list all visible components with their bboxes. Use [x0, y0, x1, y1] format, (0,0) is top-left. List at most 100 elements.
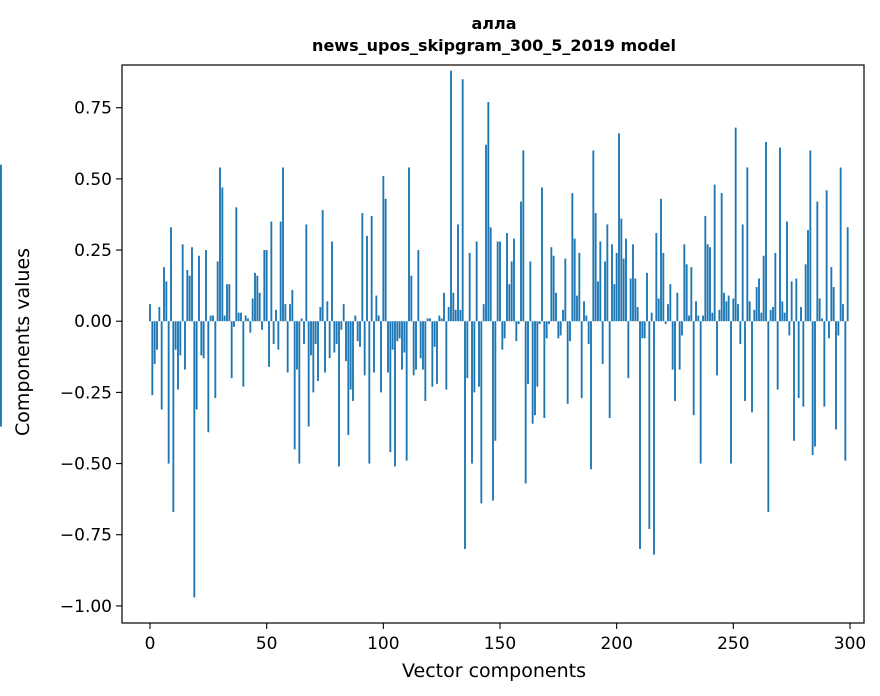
y-axis-ticks: −1.00 −0.75 −0.50 −0.25 0.00 0.25 0.50 0.75: [60, 99, 122, 617]
bar-240: [709, 247, 711, 322]
bar-108: [401, 321, 403, 370]
bar-118: [424, 321, 427, 401]
bar-233: [692, 321, 695, 416]
bar-157: [515, 321, 518, 342]
bar-294: [835, 321, 837, 430]
bar-246: [723, 292, 725, 322]
bar-8: [167, 321, 170, 464]
bar-274: [788, 321, 791, 336]
bar-271: [781, 301, 784, 322]
bar-116: [419, 321, 422, 359]
bar-126: [443, 292, 445, 322]
bar-195: [604, 261, 606, 322]
bar-286: [816, 201, 819, 322]
bar-120: [429, 318, 431, 322]
bar-261: [758, 278, 760, 322]
bar-66: [303, 321, 305, 344]
bar-209: [636, 306, 639, 322]
bar-7: [165, 281, 168, 322]
bar-219: [660, 198, 662, 322]
bar-188: [587, 321, 590, 344]
bar-98: [377, 315, 380, 322]
x-tick-label: 0: [145, 634, 156, 654]
bar-56: [279, 221, 282, 322]
bar-287: [818, 298, 821, 322]
bar-278: [797, 321, 800, 399]
bar-244: [718, 309, 721, 322]
bar-33: [226, 284, 228, 322]
bar-46: [256, 275, 259, 322]
bar-88: [354, 315, 357, 322]
bar-17: [188, 275, 191, 322]
bar-292: [830, 267, 833, 322]
bar-119: [426, 318, 429, 322]
bar-211: [641, 321, 644, 339]
bar-109: [403, 321, 406, 353]
bar-45: [254, 272, 256, 322]
bar-34: [228, 284, 231, 322]
bar-38: [237, 312, 240, 322]
bar-193: [599, 241, 602, 322]
bar-135: [464, 321, 466, 549]
bar-86: [349, 321, 352, 390]
y-tick-label: −0.50: [60, 455, 112, 475]
bar-203: [622, 258, 625, 322]
bar-229: [683, 244, 686, 322]
y-tick-label: −0.75: [60, 526, 112, 546]
bar-276: [793, 321, 795, 441]
bar-54: [275, 309, 277, 322]
y-tick-label: 0.25: [74, 241, 112, 261]
bar-166: [536, 321, 539, 387]
bar-285: [814, 321, 816, 447]
bar-228: [681, 321, 683, 336]
bar-104: [391, 321, 394, 350]
bar-42: [247, 318, 249, 322]
bar-65: [300, 318, 303, 322]
bar-18: [191, 247, 193, 322]
bar-190: [592, 150, 595, 322]
bar-184: [578, 252, 581, 322]
bar-167: [538, 321, 541, 325]
bar-241: [711, 312, 714, 322]
bar-164: [531, 321, 534, 424]
bar-142: [480, 321, 483, 504]
bar-273: [786, 221, 788, 322]
bar-150: [499, 241, 501, 322]
bar-14: [181, 244, 184, 322]
bar-181: [571, 193, 574, 322]
bar-160: [522, 150, 525, 322]
bar-13: [179, 321, 182, 356]
bar-94: [368, 321, 371, 464]
bar-152: [503, 321, 506, 339]
bar-64: [298, 321, 301, 464]
bar-4: [158, 306, 161, 322]
bar-80: [335, 321, 338, 344]
bar-171: [548, 321, 550, 325]
bar-101: [384, 198, 387, 322]
bar-250: [732, 298, 735, 322]
bar-26: [209, 315, 212, 322]
bar-undefined: [0, 321, 2, 427]
bar-1: [151, 321, 154, 396]
bar-129: [450, 70, 452, 322]
bar-262: [760, 312, 763, 322]
bar-253: [739, 321, 742, 344]
bar-110: [405, 321, 408, 461]
bar-83: [342, 304, 345, 322]
bar-74: [321, 210, 324, 322]
bar-295: [837, 321, 840, 336]
chart-subtitle: news_upos_skipgram_300_5_2019 model: [312, 36, 676, 55]
bar-156: [513, 238, 515, 322]
bar-298: [844, 321, 847, 461]
bar-15: [184, 321, 186, 370]
bar-128: [447, 306, 450, 322]
bar-279: [800, 306, 802, 322]
bar-243: [716, 321, 718, 376]
bars-group: [0, 70, 849, 598]
bar-78: [331, 241, 333, 322]
bar-208: [634, 278, 637, 322]
bar-153: [506, 232, 508, 322]
bar-62: [293, 321, 296, 450]
bar-114: [415, 321, 417, 370]
bar-252: [737, 304, 739, 322]
